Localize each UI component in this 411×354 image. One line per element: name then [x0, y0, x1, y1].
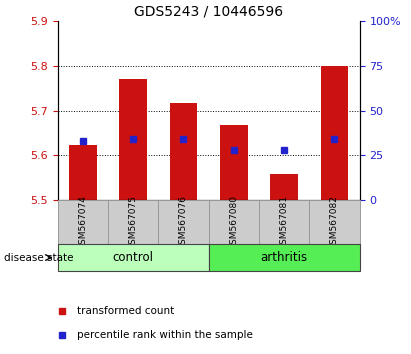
- Bar: [270, 174, 298, 200]
- Bar: [108, 200, 158, 244]
- Text: transformed count: transformed count: [77, 306, 175, 316]
- Text: disease state: disease state: [4, 252, 74, 263]
- Bar: [58, 244, 209, 271]
- Bar: [209, 244, 360, 271]
- Bar: [69, 145, 97, 200]
- Text: percentile rank within the sample: percentile rank within the sample: [77, 330, 253, 339]
- Bar: [158, 200, 208, 244]
- Title: GDS5243 / 10446596: GDS5243 / 10446596: [134, 5, 283, 19]
- Text: GSM567082: GSM567082: [330, 195, 339, 250]
- Bar: [321, 66, 348, 200]
- Text: GSM567076: GSM567076: [179, 195, 188, 250]
- Bar: [170, 103, 197, 200]
- Bar: [259, 200, 309, 244]
- Text: GSM567074: GSM567074: [78, 195, 87, 250]
- Bar: [220, 125, 247, 200]
- Text: arthritis: arthritis: [261, 251, 308, 264]
- Text: GSM567075: GSM567075: [129, 195, 138, 250]
- Text: control: control: [113, 251, 154, 264]
- Text: GSM567081: GSM567081: [279, 195, 289, 250]
- Text: GSM567080: GSM567080: [229, 195, 238, 250]
- Bar: [58, 200, 108, 244]
- Bar: [309, 200, 360, 244]
- Bar: [119, 79, 147, 200]
- Bar: [209, 200, 259, 244]
